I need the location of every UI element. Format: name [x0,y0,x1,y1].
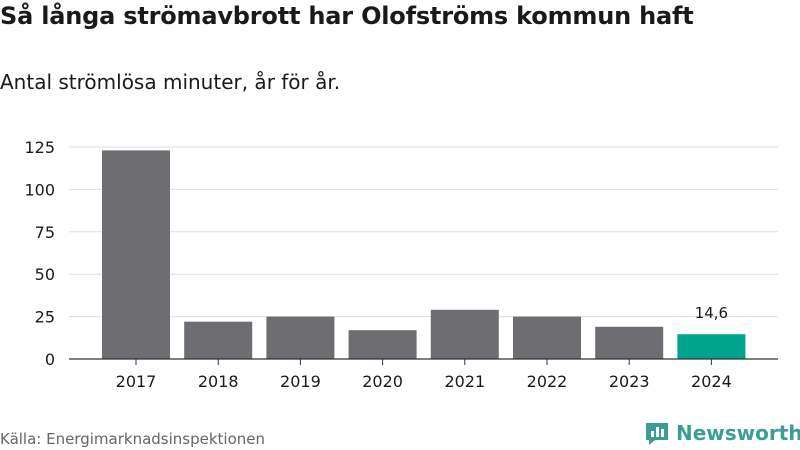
x-tick-label: 2019 [280,372,321,391]
bar-2017 [102,150,170,359]
bar-2022 [513,316,581,359]
y-tick-label: 0 [45,350,55,369]
bar-2021 [430,309,499,359]
chart-title: Så långa strömavbrott har Olofströms kom… [0,2,694,30]
x-tick-label: 2020 [362,372,403,391]
y-tick-label: 50 [35,265,55,284]
x-tick-label: 2021 [444,372,485,391]
x-tick-label: 2022 [527,372,568,391]
x-tick-label: 2023 [609,372,650,391]
bar-2024 [677,334,746,359]
source-note: Källa: Energimarknadsinspektionen [0,430,266,448]
bar-2019 [266,316,335,359]
bar-2018 [184,321,253,359]
newsworthy-logo-icon [646,423,668,445]
brand-logo: Newsworthy [644,420,800,446]
y-tick-label: 75 [35,223,55,242]
x-tick-label: 2018 [198,372,239,391]
bar-2020 [348,330,417,359]
brand-name: Newsworthy [676,421,800,445]
chart-subtitle: Antal strömlösa minuter, år för år. [0,70,341,94]
data-label: 14,6 [695,304,728,322]
x-tick-label: 2024 [691,372,732,391]
x-tick-label: 2017 [116,372,157,391]
y-tick-label: 100 [24,180,55,199]
bar-2023 [595,326,664,359]
bar-chart: 0 25 50 75 100 125 2017 2018 2019 2020 2021 2022 202… [24,138,778,391]
y-tick-label: 125 [24,138,55,157]
y-tick-label: 25 [35,308,55,327]
